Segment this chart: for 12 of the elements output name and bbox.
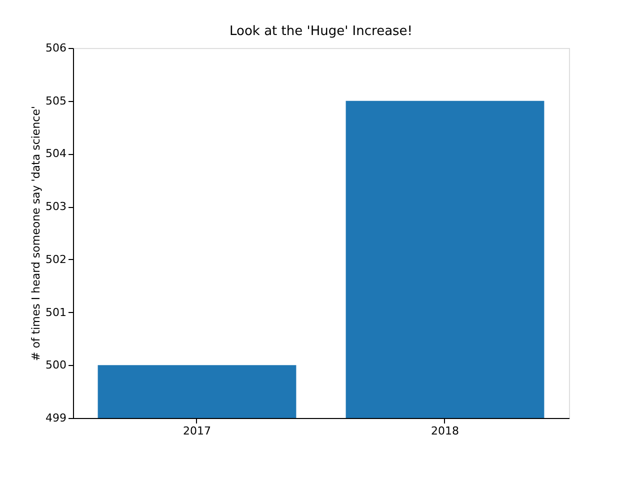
y-tick-label: 499 <box>46 412 66 424</box>
y-tick-label: 503 <box>46 200 66 214</box>
y-axis-title: # of times I heard someone say 'data science' <box>30 106 43 362</box>
x-tick-label: 2018 <box>431 424 459 438</box>
chart-title: Look at the 'Huge' Increase! <box>229 24 413 39</box>
y-tick-label: 504 <box>46 147 66 160</box>
y-tick-label: 502 <box>46 252 66 266</box>
y-tick-label: 501 <box>46 306 66 319</box>
x-tick-label: 2017 <box>183 424 211 438</box>
y-tick-label: 500 <box>46 358 66 372</box>
y-tick-label: 506 <box>46 42 66 54</box>
y-tick-label: 505 <box>46 94 66 108</box>
